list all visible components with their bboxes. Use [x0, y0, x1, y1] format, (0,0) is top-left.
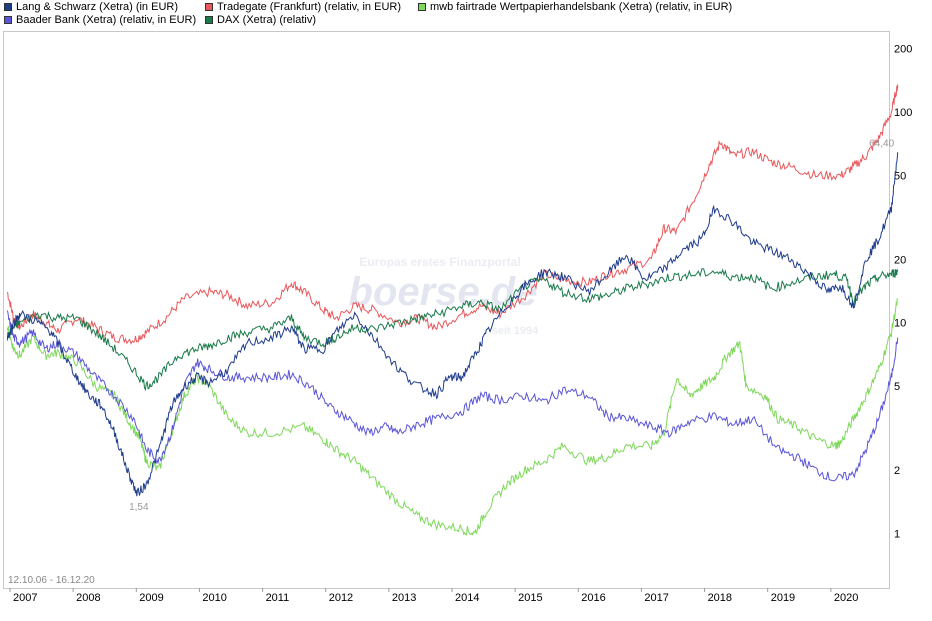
legend-item[interactable]: Lang & Schwarz (Xetra) (in EUR): [4, 0, 178, 14]
watermark-logo: boerse.de: [349, 270, 538, 314]
y-tick-label: 2: [894, 465, 900, 477]
date-range-label: 12.10.06 - 16.12.20: [8, 575, 95, 586]
x-tick-label: 2009: [139, 592, 163, 604]
series-line: [6, 310, 899, 482]
y-tick-label: 200: [894, 44, 912, 56]
x-tick-label: 2016: [581, 592, 605, 604]
x-tick-label: 2019: [771, 592, 795, 604]
x-tick-label: 2018: [708, 592, 732, 604]
legend-label: Tradegate (Frankfurt) (relativ, in EUR): [217, 1, 401, 13]
legend-label: Lang & Schwarz (Xetra) (in EUR): [16, 1, 178, 13]
max-value-label: 64,40: [869, 138, 894, 149]
y-tick-label: 1: [894, 528, 900, 540]
min-value-label: 1,54: [129, 502, 149, 513]
watermark-since: seit 1994: [492, 325, 539, 337]
legend-item[interactable]: DAX (Xetra) (relativ): [205, 13, 316, 27]
series-line: [6, 84, 899, 345]
legend-swatch-dax: [205, 16, 213, 24]
legend-swatch-lang-schwarz: [4, 3, 12, 11]
x-tick-label: 2011: [266, 592, 290, 604]
series-line: [6, 297, 898, 536]
legend-swatch-mwb: [418, 3, 426, 11]
legend-label: Baader Bank (Xetra) (relativ, in EUR): [16, 14, 197, 26]
watermark: Europas erstes Finanzportal boerse.de se…: [349, 255, 540, 337]
y-tick-label: 50: [894, 170, 906, 182]
series-line: [6, 268, 899, 392]
annotations: 1,54 64,40: [129, 138, 895, 512]
x-tick-label: 2012: [329, 592, 353, 604]
y-tick-label: 20: [894, 254, 906, 266]
series-line: [6, 152, 899, 497]
x-tick-label: 2010: [202, 592, 226, 604]
legend-label: mwb fairtrade Wertpapierhandelsbank (Xet…: [430, 1, 733, 13]
legend-item[interactable]: Baader Bank (Xetra) (relativ, in EUR): [4, 13, 196, 27]
plot-frame: [3, 31, 890, 589]
x-tick-label: 2007: [13, 592, 37, 604]
x-tick-label: 2020: [834, 592, 858, 604]
y-tick-label: 5: [894, 381, 900, 393]
x-tick-label: 2014: [455, 592, 479, 604]
watermark-tagline: Europas erstes Finanzportal: [359, 255, 520, 269]
x-axis: 2007 2008 2009 2010 2011 2012 2013 2014 2015 2016…: [9, 588, 858, 604]
y-axis: 200 100 50 20 10 5 2 1: [894, 44, 912, 541]
legend-item[interactable]: mwb fairtrade Wertpapierhandelsbank (Xet…: [418, 0, 732, 14]
x-tick-label: 2008: [76, 592, 100, 604]
x-tick-label: 2017: [644, 592, 668, 604]
y-tick-label: 10: [894, 318, 906, 330]
legend-swatch-tradegate: [205, 3, 213, 11]
series-group: [6, 84, 899, 536]
x-tick-label: 2013: [392, 592, 416, 604]
legend-label: DAX (Xetra) (relativ): [217, 14, 317, 26]
y-tick-label: 100: [894, 107, 912, 119]
legend-swatch-baader: [4, 16, 12, 24]
legend-item[interactable]: Tradegate (Frankfurt) (relativ, in EUR): [205, 0, 401, 14]
x-tick-label: 2015: [518, 592, 542, 604]
